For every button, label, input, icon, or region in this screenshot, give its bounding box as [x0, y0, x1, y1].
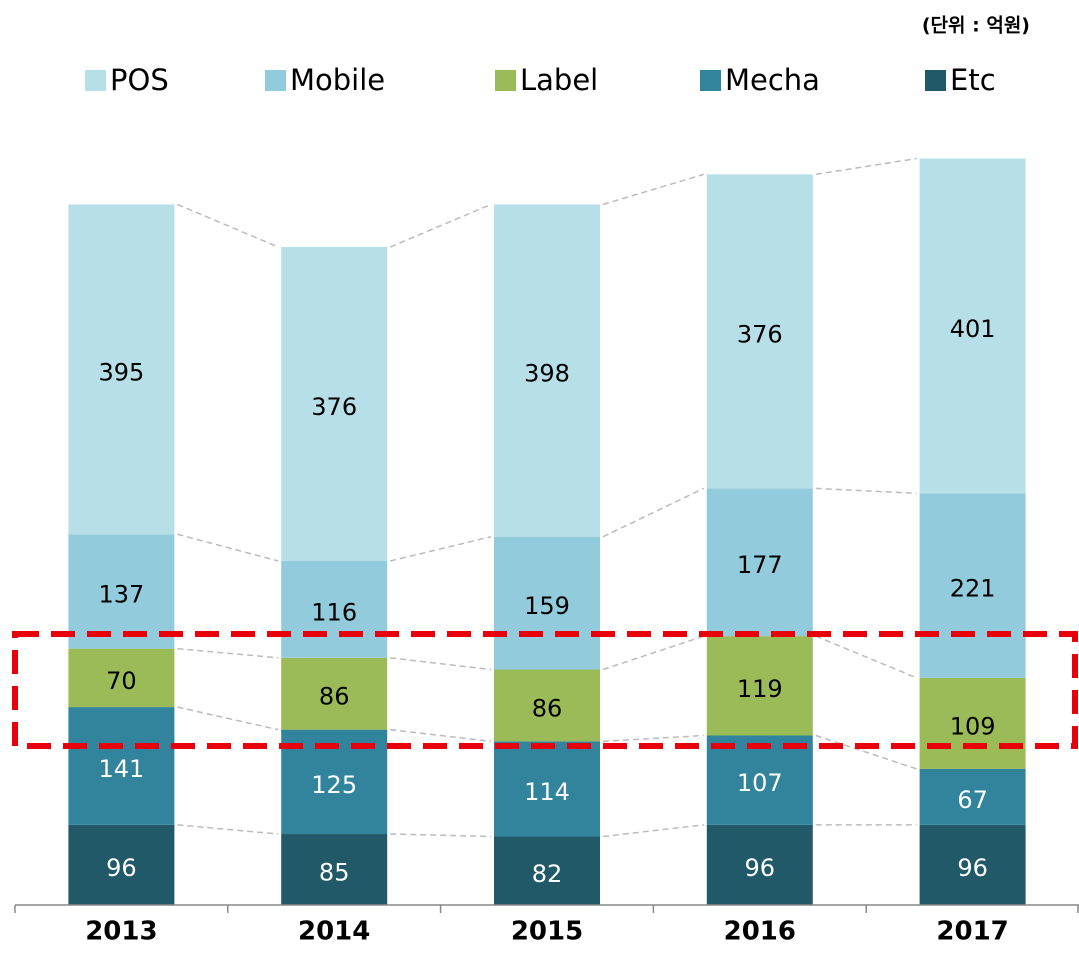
data-label: 159 [524, 592, 570, 620]
legend-swatch [85, 70, 106, 91]
data-label: 107 [737, 769, 783, 797]
data-label: 177 [737, 551, 783, 579]
bar-segment [919, 824, 1026, 905]
data-label: 70 [106, 667, 137, 695]
bar-segment [919, 158, 1026, 494]
connector [602, 635, 705, 671]
data-label: 398 [524, 360, 570, 388]
data-label: 96 [957, 854, 988, 882]
data-label: 86 [319, 683, 350, 711]
bar-segment [281, 560, 388, 658]
data-label: 109 [950, 712, 996, 740]
data-label: 401 [950, 315, 996, 343]
connector [389, 203, 492, 248]
data-label: 96 [745, 854, 776, 882]
bar-segment [706, 174, 813, 489]
legend-swatch [925, 70, 946, 91]
bar-segment [494, 836, 600, 905]
data-label: 141 [98, 755, 144, 783]
connector [815, 635, 917, 679]
data-label: 82 [532, 860, 563, 888]
bar-segment [919, 768, 1026, 825]
legend-label: Label [520, 63, 598, 97]
legend-label: Mobile [290, 63, 385, 97]
connector [602, 734, 704, 743]
x-tick-label: 2013 [85, 917, 157, 947]
data-label: 86 [532, 694, 563, 722]
legend-swatch [700, 70, 721, 91]
bar-segment [919, 677, 1026, 769]
bar-segment [68, 707, 175, 825]
bar-segment [68, 824, 175, 905]
data-label: 67 [957, 786, 988, 814]
legend-swatch [265, 70, 286, 91]
bar-segment [706, 636, 813, 736]
unit-note: (단위 : 억원) [922, 15, 1030, 37]
legend-label: Mecha [725, 63, 820, 97]
data-label: 125 [311, 771, 357, 799]
data-label: 221 [950, 575, 996, 603]
legend-label: Etc [950, 63, 996, 97]
x-tick-label: 2014 [298, 917, 370, 947]
data-label: 137 [98, 580, 144, 608]
connector [177, 824, 279, 835]
bar-segment [281, 247, 388, 561]
legend-swatch [495, 70, 516, 91]
bar-segment [281, 834, 388, 905]
connector [177, 203, 279, 248]
connector [815, 157, 917, 176]
legend-label: POS [110, 63, 169, 97]
x-tick-label: 2016 [724, 917, 796, 947]
bar-segment [494, 536, 600, 670]
connector [177, 533, 279, 562]
bar-segment [68, 204, 175, 535]
bar-segment [919, 493, 1026, 678]
bar-segment [494, 669, 600, 742]
bar-segment [706, 488, 813, 637]
bar-segment [68, 648, 175, 708]
connector [390, 833, 492, 838]
data-label: 116 [311, 598, 357, 626]
bar-segment [706, 735, 813, 825]
bar-segment [68, 534, 175, 649]
data-label: 376 [311, 393, 357, 421]
bar-segment [494, 204, 600, 537]
highlight-box [12, 631, 1078, 749]
data-label: 85 [319, 859, 350, 887]
connector [177, 647, 279, 659]
connector [390, 536, 492, 562]
connector [815, 734, 917, 770]
plot: POS Mobile Label Mecha Etc 96 141 70 137 395 2013 8… [14, 63, 1079, 947]
connector [602, 824, 704, 838]
connector [390, 728, 492, 743]
bar-segment [494, 741, 600, 837]
data-label: 376 [737, 320, 783, 348]
x-tick-label: 2017 [936, 917, 1008, 947]
x-tick-label: 2015 [511, 917, 583, 947]
data-label: 96 [106, 854, 137, 882]
connector [602, 487, 705, 538]
connector [815, 487, 917, 495]
data-label: 114 [524, 778, 570, 806]
bar-segment [706, 824, 813, 905]
connector [602, 173, 705, 206]
connector [390, 657, 492, 671]
data-label: 119 [737, 675, 783, 703]
bar-segment [281, 657, 388, 730]
connector [177, 706, 279, 731]
data-label: 395 [98, 358, 144, 386]
